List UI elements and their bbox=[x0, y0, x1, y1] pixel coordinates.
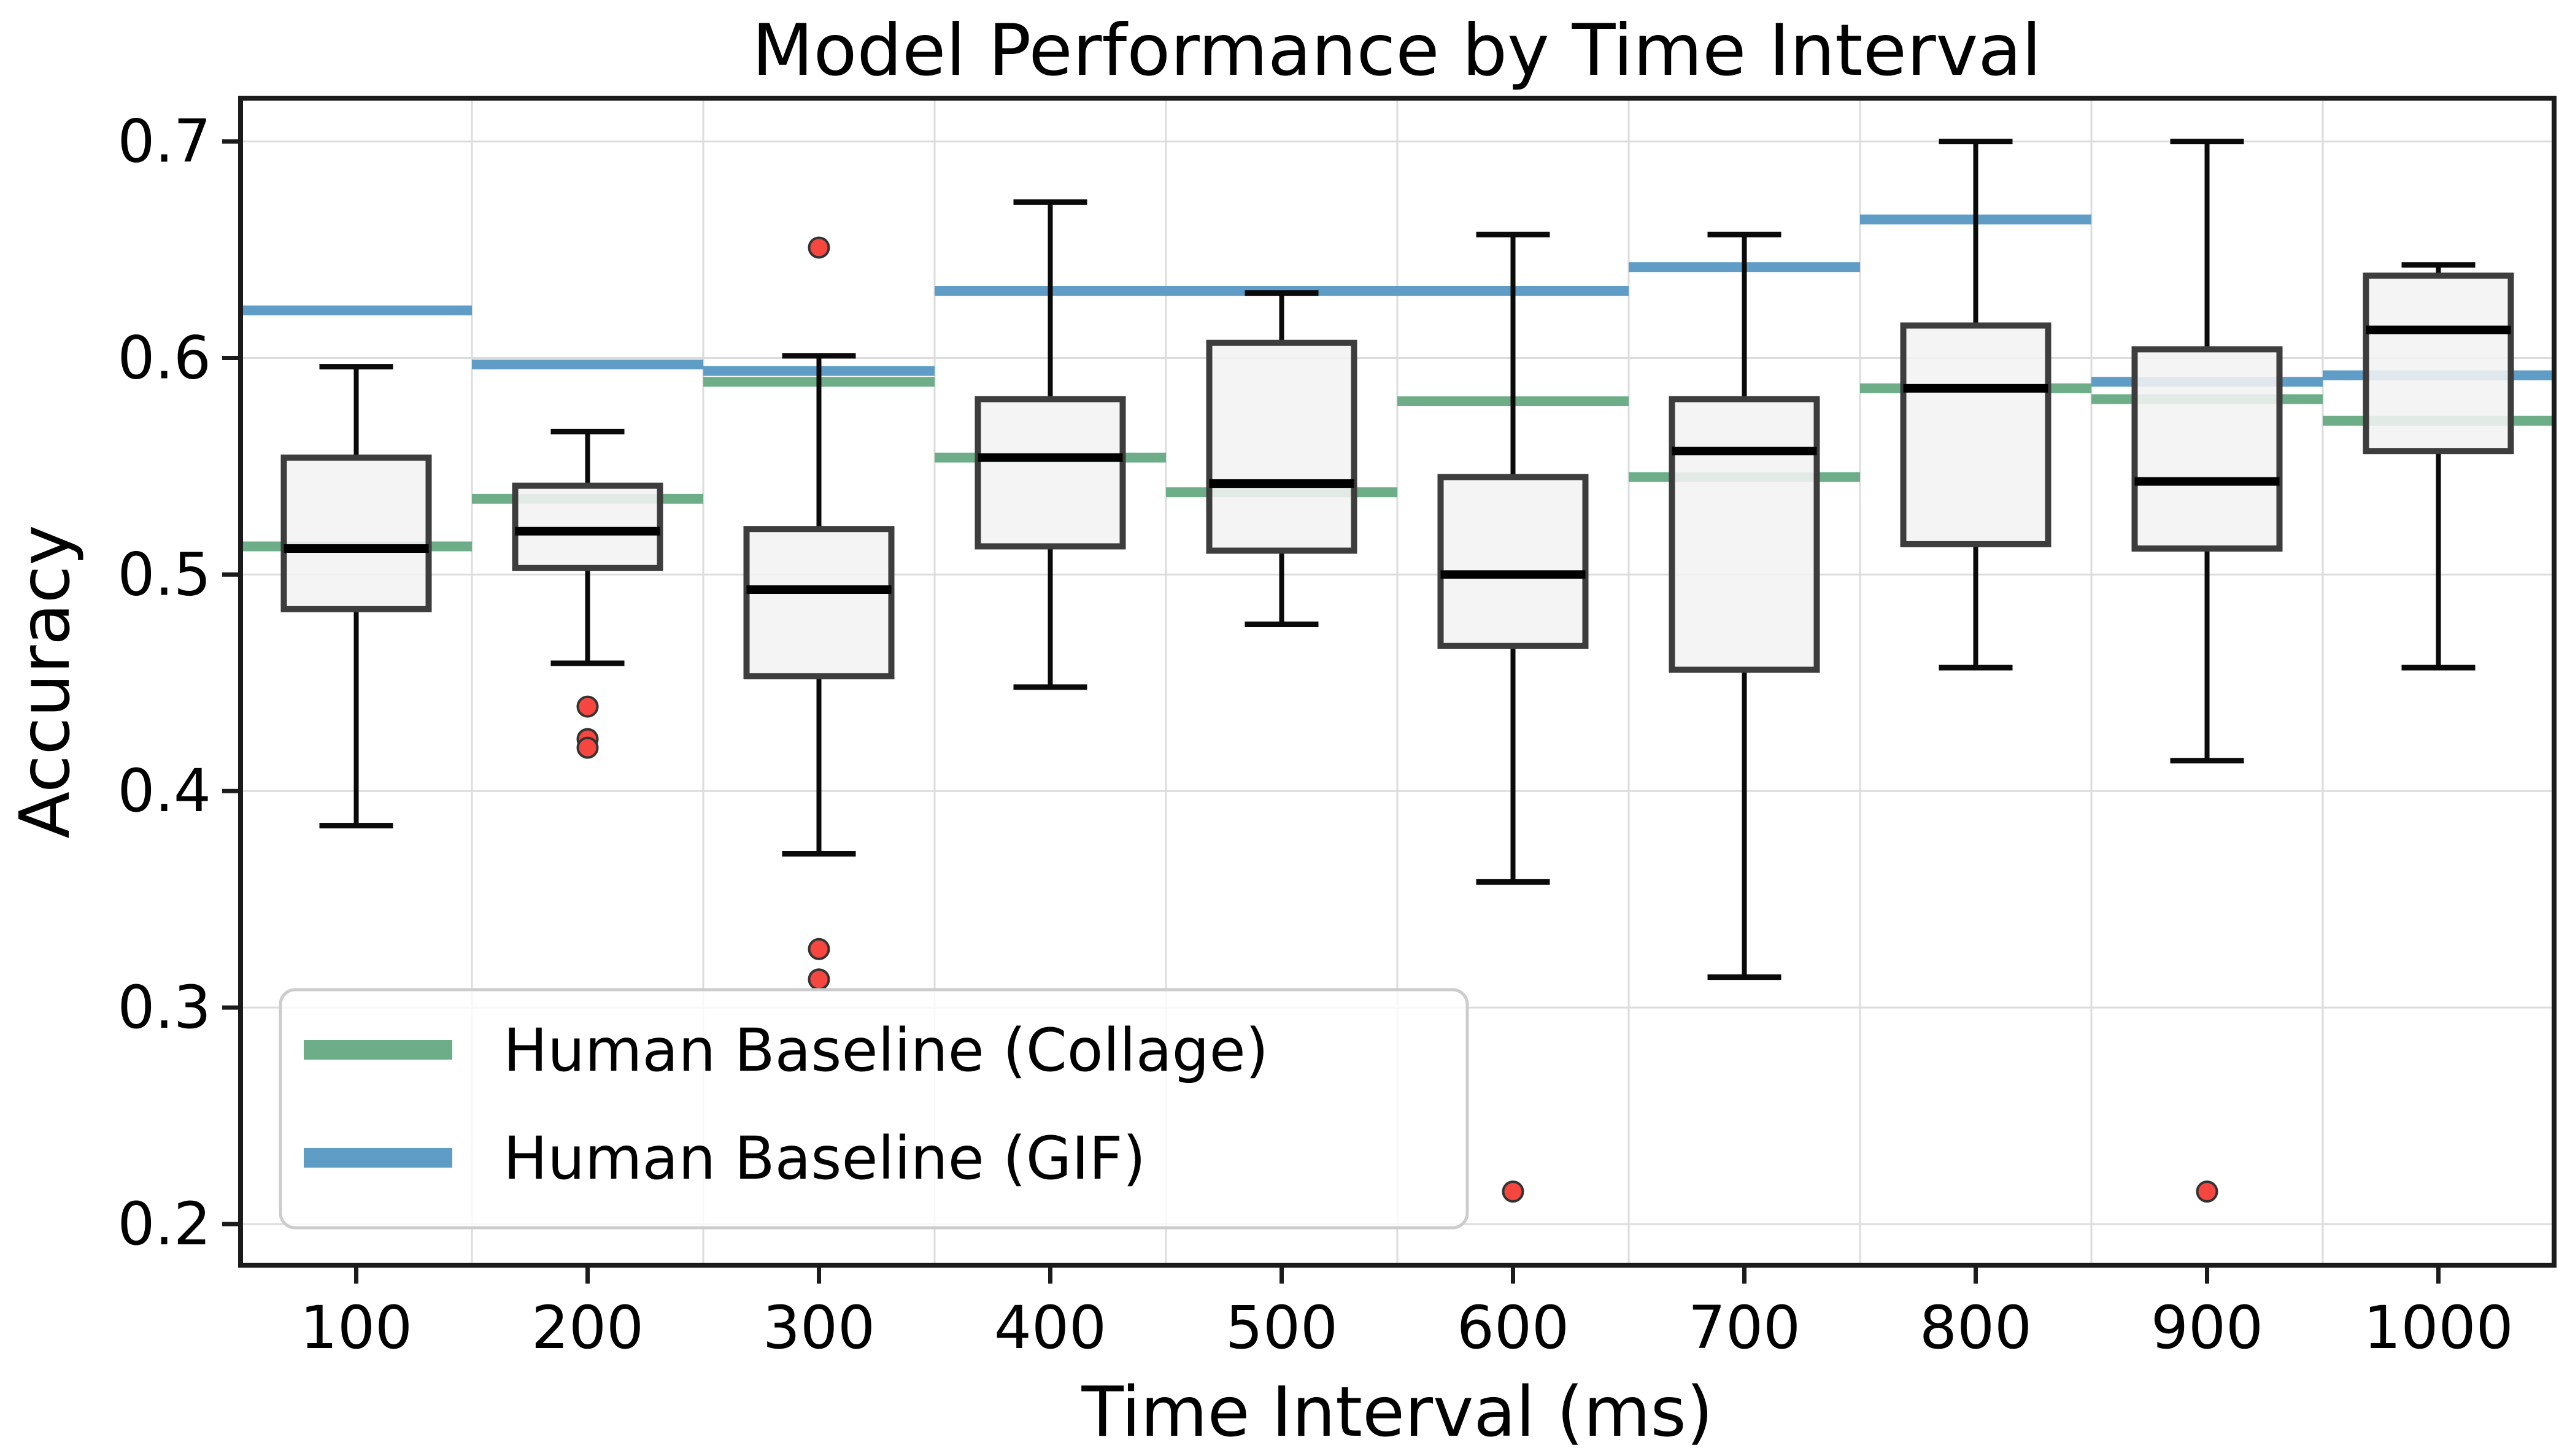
box-iqr bbox=[1437, 474, 1589, 649]
box-iqr bbox=[2131, 346, 2283, 552]
box-iqr bbox=[1206, 339, 1357, 554]
outlier-point bbox=[808, 968, 830, 991]
y-tick-label: 0.7 bbox=[117, 107, 211, 176]
x-tick-label: 500 bbox=[1225, 1293, 1338, 1362]
y-axis-label: Accuracy bbox=[6, 525, 85, 838]
x-tick-label: 100 bbox=[300, 1293, 412, 1362]
legend-swatch-collage bbox=[304, 1040, 452, 1060]
outlier-point bbox=[576, 695, 599, 718]
outlier-point bbox=[808, 938, 830, 960]
x-tick-label: 200 bbox=[531, 1293, 644, 1362]
box-iqr bbox=[743, 526, 895, 680]
outlier-point bbox=[2196, 1181, 2218, 1203]
legend-label-collage: Human Baseline (Collage) bbox=[503, 1016, 1268, 1085]
box-iqr bbox=[1900, 322, 2051, 547]
x-tick-label: 300 bbox=[763, 1293, 875, 1362]
y-tick-label: 0.6 bbox=[117, 323, 211, 392]
legend-swatch-gif bbox=[304, 1148, 452, 1168]
x-axis-label: Time Interval (ms) bbox=[1081, 1373, 1713, 1452]
chart-layer: 0.2 0.3 0.4 0.5 0.6 0.7 100 200 300 400 500 600 700 8… bbox=[117, 96, 2557, 1362]
box-iqr bbox=[512, 482, 663, 571]
box-iqr bbox=[1669, 396, 1820, 673]
legend: Human Baseline (Collage) Human Baseline … bbox=[279, 988, 1469, 1230]
box-iqr bbox=[2363, 272, 2514, 455]
outlier-point bbox=[576, 736, 599, 759]
x-tick-label: 700 bbox=[1688, 1293, 1801, 1362]
chart-title: Model Performance by Time Interval bbox=[752, 9, 2041, 92]
x-tick-label: 400 bbox=[994, 1293, 1106, 1362]
y-tick-label: 0.5 bbox=[117, 540, 211, 609]
y-tick-label: 0.3 bbox=[117, 973, 211, 1042]
outlier-point bbox=[808, 236, 830, 259]
x-tick-label: 1000 bbox=[2363, 1293, 2513, 1362]
x-tick-label: 900 bbox=[2151, 1293, 2263, 1362]
x-tick-label: 800 bbox=[1920, 1293, 2032, 1362]
legend-frame bbox=[279, 988, 1469, 1230]
legend-label-gif: Human Baseline (GIF) bbox=[503, 1124, 1146, 1193]
y-tick-label: 0.2 bbox=[117, 1190, 211, 1258]
axes-spines bbox=[238, 96, 2557, 1268]
y-tick-label: 0.4 bbox=[117, 757, 211, 825]
x-tick-label: 600 bbox=[1457, 1293, 1569, 1362]
box-iqr bbox=[975, 396, 1126, 550]
box-iqr bbox=[280, 454, 432, 612]
outlier-point bbox=[1502, 1181, 1524, 1203]
